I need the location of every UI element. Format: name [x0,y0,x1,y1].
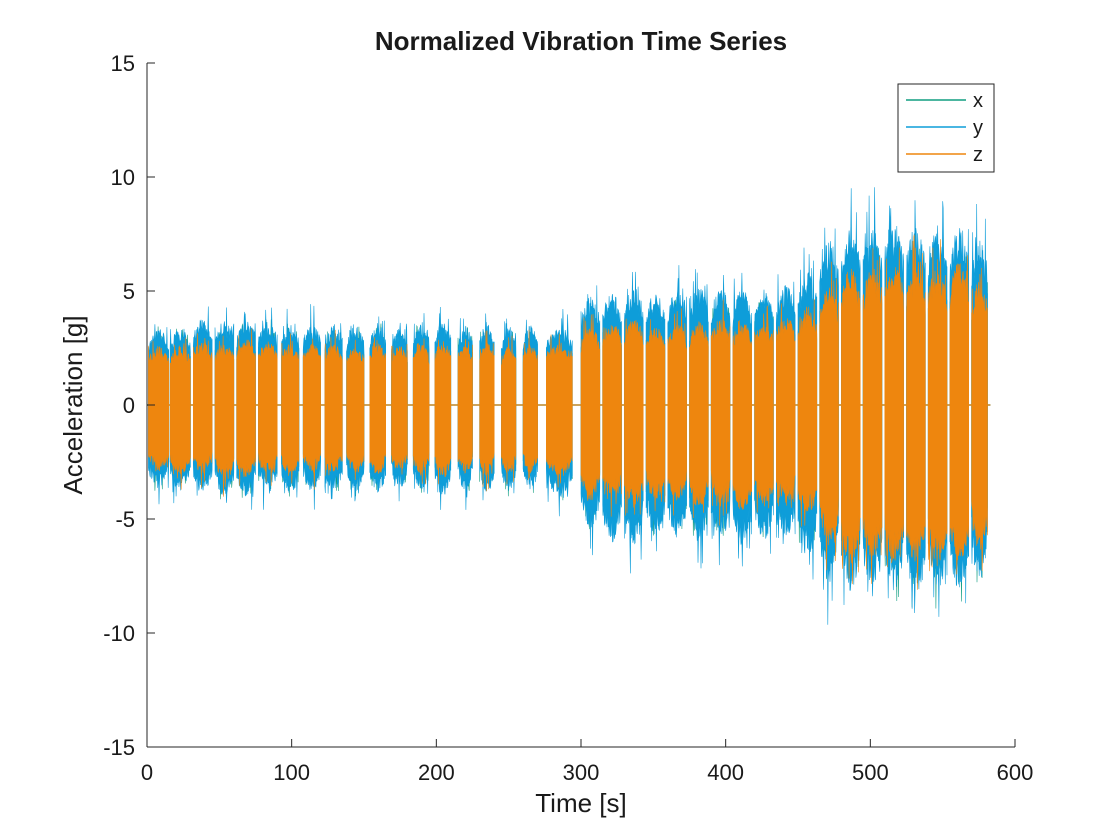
x-tick-label: 200 [418,760,455,785]
y-tick-label: 15 [111,51,135,76]
plot-area [147,187,991,625]
burst-z-27 [732,320,753,510]
x-axis-title: Time [s] [535,788,626,818]
x-tick-label: 600 [997,760,1034,785]
y-tick-label: -5 [115,507,135,532]
x-tick-label: 400 [707,760,744,785]
burst-z-28 [754,305,774,513]
y-tick-label: 0 [123,393,135,418]
burst-z-37 [949,255,970,575]
x-tick-label: 0 [141,760,153,785]
burst-z-3 [193,333,213,488]
x-tick-label: 300 [563,760,600,785]
burst-z-4 [214,335,235,497]
burst-z-16 [479,330,495,492]
y-axis-title: Acceleration [g] [58,315,88,494]
legend-label-y: y [973,117,983,139]
burst-z-33 [862,247,883,584]
legend-box [897,83,995,173]
burst-z-9 [324,329,343,476]
burst-z-12 [391,343,408,475]
burst-z-6 [258,341,278,486]
axes: 0 100 200 300 400 500 600 -15 -10 -5 0 5 10 15 [103,51,1033,785]
x-tick-label: 100 [273,760,310,785]
chart-title: Normalized Vibration Time Series [375,26,787,56]
burst-z-17 [501,335,517,485]
burst-z-20 [580,314,601,501]
y-tick-label: 10 [111,165,135,190]
y-tick-label: -10 [103,621,135,646]
series-z [147,234,991,590]
burst-z-34 [884,247,904,568]
burst-z-32 [841,268,861,585]
burst-z-1 [148,340,169,472]
burst-z-23 [645,319,666,512]
burst-z-26 [710,299,731,526]
burst-z-30 [797,298,818,527]
burst-z-24 [667,308,687,516]
burst-z-22 [624,318,644,516]
burst-z-8 [302,338,321,490]
burst-z-21 [602,325,622,517]
y-tick-label: 5 [123,279,135,304]
burst-z-13 [412,338,430,485]
burst-z-2 [169,337,191,490]
burst-z-25 [689,321,709,519]
burst-z-15 [457,338,473,474]
burst-z-10 [346,339,365,481]
legend: x y z [897,83,995,173]
burst-z-31 [819,261,839,571]
x-tick-label: 500 [852,760,889,785]
burst-z-14 [434,339,452,485]
y-tick-label: -15 [103,735,135,760]
burst-z-5 [236,328,256,486]
legend-label-x: x [973,90,983,112]
burst-z-19 [545,333,573,488]
legend-label-z: z [973,144,983,166]
burst-z-38 [971,267,988,571]
burst-z-35 [906,234,926,590]
burst-z-7 [281,333,300,484]
